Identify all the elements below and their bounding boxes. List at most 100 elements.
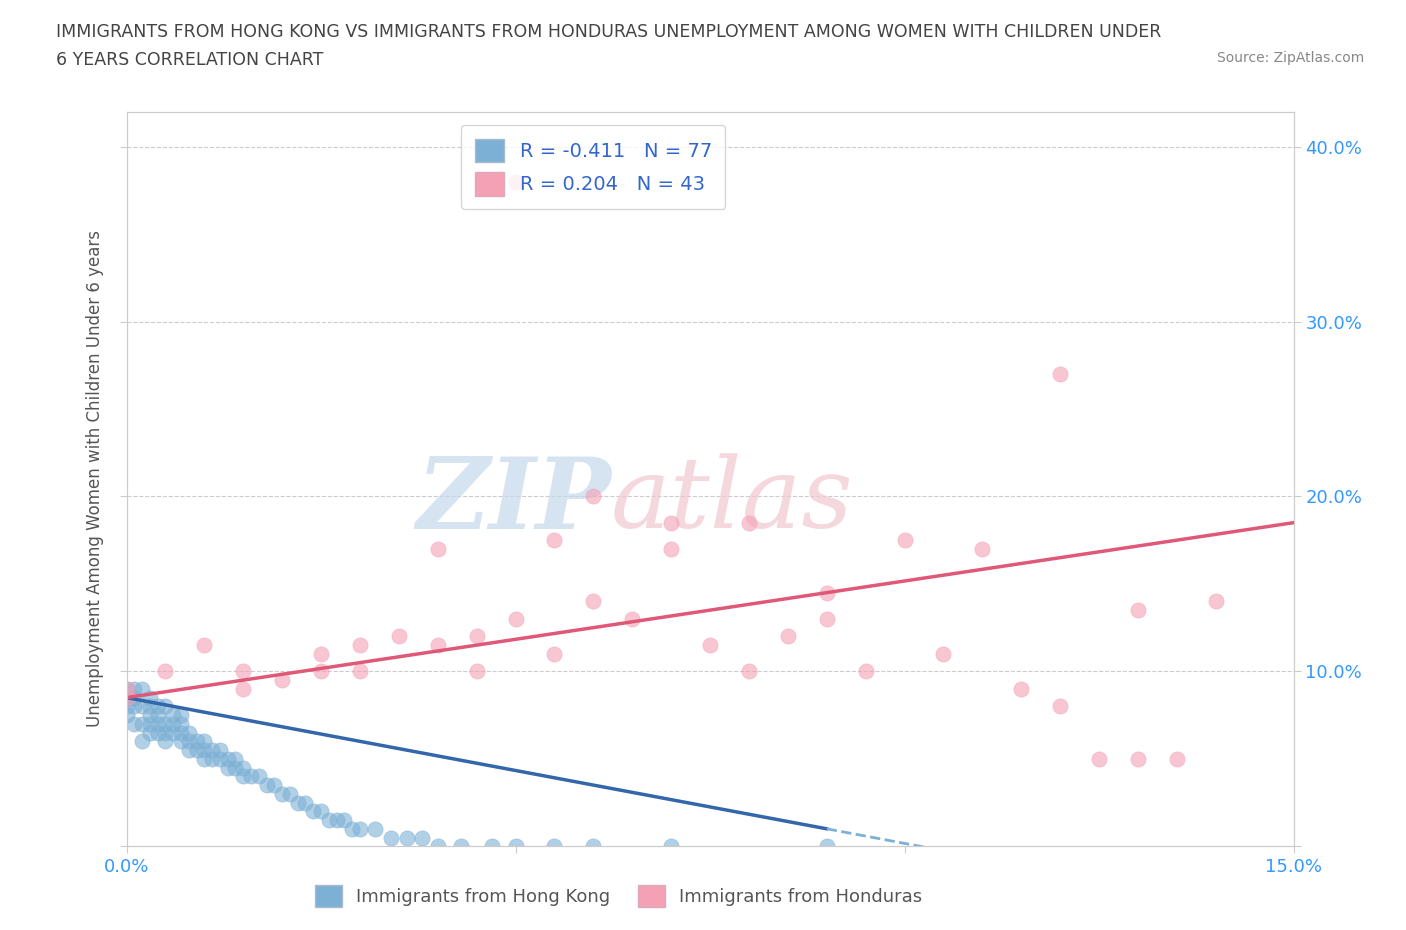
Point: [1126, 603, 1149, 618]
Point: [124, 682, 146, 697]
Point: [621, 611, 644, 626]
Point: [139, 690, 162, 705]
Point: [1205, 594, 1227, 609]
Point: [972, 541, 994, 556]
Point: [309, 804, 332, 818]
Point: [217, 751, 239, 766]
Point: [124, 716, 146, 731]
Point: [505, 611, 527, 626]
Point: [131, 699, 153, 714]
Point: [232, 760, 254, 775]
Point: [349, 638, 371, 653]
Point: [146, 699, 169, 714]
Point: [395, 830, 418, 845]
Point: [217, 760, 239, 775]
Point: [170, 734, 193, 749]
Point: [177, 734, 200, 749]
Point: [146, 708, 169, 723]
Point: [139, 699, 162, 714]
Point: [659, 839, 682, 854]
Point: [388, 629, 411, 644]
Point: [115, 682, 138, 697]
Point: [271, 787, 294, 802]
Point: [162, 708, 184, 723]
Point: [349, 664, 371, 679]
Point: [224, 751, 246, 766]
Point: [224, 760, 246, 775]
Point: [543, 839, 565, 854]
Point: [738, 664, 761, 679]
Point: [333, 813, 356, 828]
Point: [278, 787, 301, 802]
Point: [815, 611, 838, 626]
Point: [115, 690, 138, 705]
Point: [738, 515, 761, 530]
Point: [208, 751, 231, 766]
Point: [201, 743, 224, 758]
Point: [256, 777, 278, 792]
Point: [582, 489, 605, 504]
Point: [855, 664, 877, 679]
Point: [271, 672, 294, 687]
Point: [411, 830, 433, 845]
Point: [162, 725, 184, 740]
Point: [186, 743, 208, 758]
Legend: R = -0.411   N = 77, R = 0.204   N = 43: R = -0.411 N = 77, R = 0.204 N = 43: [461, 125, 725, 209]
Point: [294, 795, 316, 810]
Point: [426, 541, 449, 556]
Point: [325, 813, 347, 828]
Text: ZIP: ZIP: [416, 453, 610, 550]
Point: [155, 716, 177, 731]
Text: IMMIGRANTS FROM HONG KONG VS IMMIGRANTS FROM HONDURAS UNEMPLOYMENT AMONG WOMEN W: IMMIGRANTS FROM HONG KONG VS IMMIGRANTS …: [56, 23, 1161, 41]
Point: [155, 725, 177, 740]
Point: [1049, 699, 1071, 714]
Point: [481, 839, 503, 854]
Point: [155, 734, 177, 749]
Point: [543, 646, 565, 661]
Point: [1010, 682, 1032, 697]
Point: [1049, 366, 1071, 381]
Point: [139, 725, 162, 740]
Point: [426, 839, 449, 854]
Y-axis label: Unemployment Among Women with Children Under 6 years: Unemployment Among Women with Children U…: [86, 231, 104, 727]
Point: [201, 751, 224, 766]
Point: [170, 708, 193, 723]
Point: [155, 699, 177, 714]
Point: [247, 769, 270, 784]
Point: [340, 821, 363, 836]
Text: atlas: atlas: [610, 453, 853, 549]
Point: [465, 629, 488, 644]
Point: [193, 743, 215, 758]
Point: [302, 804, 325, 818]
Point: [1088, 751, 1111, 766]
Point: [893, 533, 915, 548]
Point: [232, 682, 254, 697]
Point: [426, 638, 449, 653]
Point: [208, 743, 231, 758]
Point: [318, 813, 340, 828]
Point: [309, 646, 332, 661]
Point: [177, 743, 200, 758]
Point: [131, 716, 153, 731]
Point: [170, 725, 193, 740]
Point: [380, 830, 402, 845]
Point: [170, 716, 193, 731]
Point: [309, 664, 332, 679]
Point: [155, 664, 177, 679]
Text: Source: ZipAtlas.com: Source: ZipAtlas.com: [1216, 51, 1364, 65]
Point: [659, 515, 682, 530]
Point: [193, 734, 215, 749]
Point: [349, 821, 371, 836]
Point: [232, 664, 254, 679]
Point: [232, 769, 254, 784]
Point: [776, 629, 799, 644]
Point: [124, 699, 146, 714]
Point: [193, 638, 215, 653]
Point: [139, 716, 162, 731]
Legend: Immigrants from Hong Kong, Immigrants from Honduras: Immigrants from Hong Kong, Immigrants fr…: [307, 876, 931, 916]
Point: [465, 664, 488, 679]
Point: [146, 725, 169, 740]
Point: [932, 646, 955, 661]
Point: [124, 690, 146, 705]
Point: [115, 708, 138, 723]
